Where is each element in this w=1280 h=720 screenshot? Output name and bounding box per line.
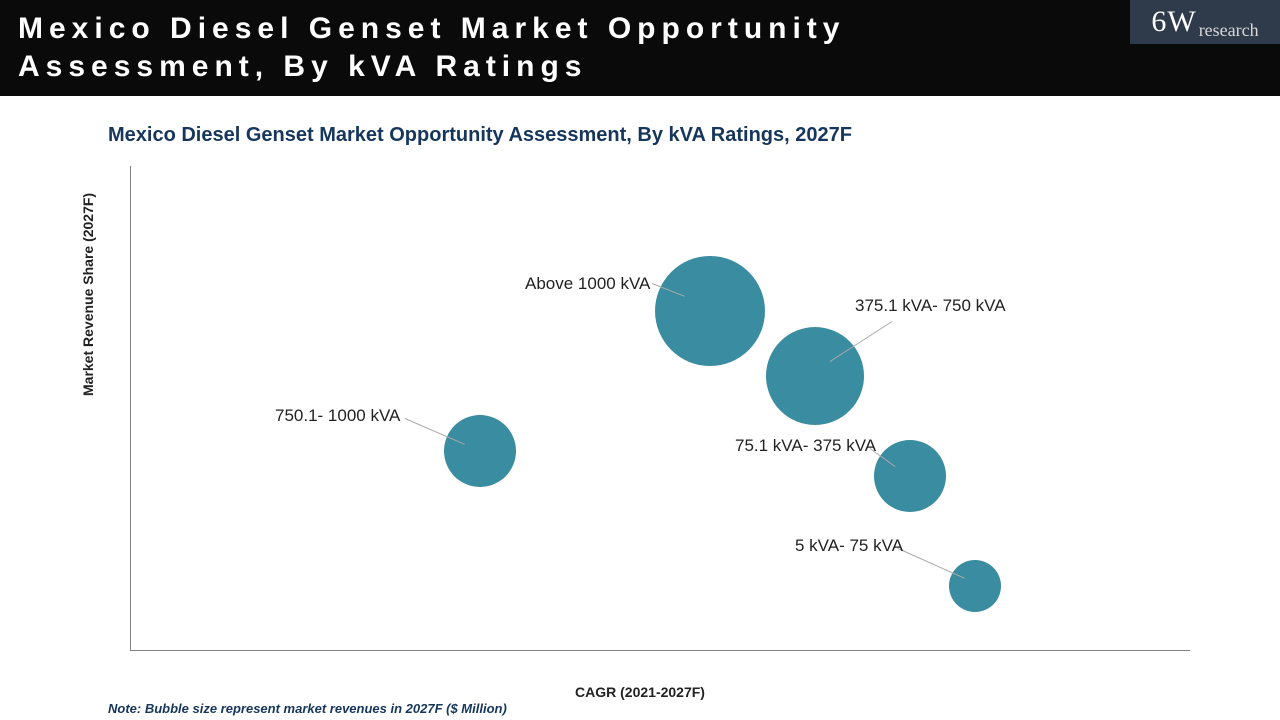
logo-main-text: 6W	[1151, 5, 1196, 39]
chart-container: Mexico Diesel Genset Market Opportunity …	[0, 96, 1280, 720]
bubble	[655, 256, 765, 366]
x-axis-label: CAGR (2021-2027F)	[0, 684, 1280, 700]
logo-sub-text: research	[1199, 20, 1259, 41]
chart-title: Mexico Diesel Genset Market Opportunity …	[108, 124, 852, 147]
bubble-label: 750.1- 1000 kVA	[275, 406, 400, 426]
bubble-label: 5 kVA- 75 kVA	[795, 536, 903, 556]
header-bar: Mexico Diesel Genset Market Opportunity …	[0, 0, 1280, 96]
x-axis-line	[130, 650, 1190, 651]
bubble	[874, 440, 946, 512]
bubble	[766, 327, 864, 425]
y-axis-label: Market Revenue Share (2027F)	[80, 193, 96, 396]
bubble	[949, 560, 1001, 612]
leader-line	[898, 548, 965, 579]
chart-note: Note: Bubble size represent market reven…	[108, 701, 507, 716]
logo: 6W research	[1130, 0, 1280, 44]
page-title: Mexico Diesel Genset Market Opportunity …	[18, 10, 1068, 85]
bubble	[444, 415, 516, 487]
plot-area: Above 1000 kVA 375.1 kVA- 750 kVA 750.1- 1…	[130, 166, 1190, 651]
bubble-label: 375.1 kVA- 750 kVA	[855, 296, 1006, 316]
bubble-label: Above 1000 kVA	[525, 274, 650, 294]
bubble-label: 75.1 kVA- 375 kVA	[735, 436, 876, 456]
y-axis-line	[130, 166, 131, 651]
